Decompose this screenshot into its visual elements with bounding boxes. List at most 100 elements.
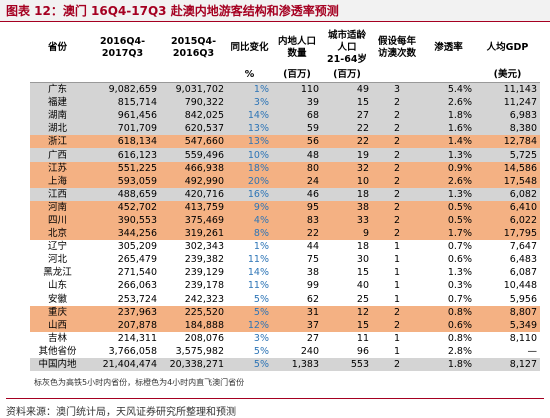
table-cell: 3 xyxy=(393,84,401,96)
table-cell: 2 xyxy=(393,162,401,174)
column-header: 内地人口 数量 xyxy=(277,36,316,59)
column-header: 同比变化 xyxy=(230,42,269,53)
table-row: 山东 266,063 239,178 11% 99 40 1 0.3% 10,448 xyxy=(30,279,540,292)
table-cell: 8,110 xyxy=(509,332,537,344)
table-cell: 山东 xyxy=(47,280,67,292)
table-cell: 8,127 xyxy=(509,359,537,371)
table-cell: 815,714 xyxy=(117,97,157,109)
column-unit xyxy=(422,68,475,83)
table-cell: 83 xyxy=(306,214,319,226)
table-cell: 安徽 xyxy=(47,293,67,305)
table-cell: 62 xyxy=(306,293,319,305)
table-cell: 5,349 xyxy=(509,319,537,331)
table-cell: 44 xyxy=(306,241,319,253)
table-cell: 390,553 xyxy=(117,214,157,226)
table-cell: 2.6% xyxy=(447,97,472,109)
table-cell: 5% xyxy=(253,345,269,357)
table-cell: 344,256 xyxy=(117,228,157,240)
table-cell: 1.3% xyxy=(447,188,472,200)
table-cell: 四川 xyxy=(47,214,67,226)
table-cell: 山西 xyxy=(47,319,67,331)
table-cell: 11 xyxy=(356,332,369,344)
table-cell: 266,063 xyxy=(117,280,157,292)
table-cell: 0.5% xyxy=(447,214,472,226)
table-cell: 253,724 xyxy=(117,293,157,305)
table-cell: 10 xyxy=(356,175,369,187)
table-cell: 240 xyxy=(300,345,319,357)
table-cell: 4% xyxy=(253,214,269,226)
table-cell: 9% xyxy=(253,201,269,213)
table-cell: 1 xyxy=(393,345,401,357)
table-row: 江西 488,659 420,716 16% 46 18 2 1.3% 6,082 xyxy=(30,187,540,201)
table-cell: 618,134 xyxy=(117,136,157,148)
table-cell: 北京 xyxy=(47,228,67,240)
table-row: 湖北 701,709 620,537 13% 59 22 2 1.6% 8,380 xyxy=(30,122,540,136)
table-cell: 22 xyxy=(356,123,369,135)
table-cell: 842,025 xyxy=(184,110,224,122)
table-cell: 广东 xyxy=(47,84,67,96)
table-cell: 21,404,474 xyxy=(102,359,157,371)
table-cell: 2.8% xyxy=(447,345,472,357)
table-cell: 12% xyxy=(247,319,269,331)
table-cell: 319,261 xyxy=(184,228,224,240)
column-unit: (百万) xyxy=(322,68,372,83)
table-cell: 239,129 xyxy=(184,267,224,279)
table-row: 黑龙江 271,540 239,129 14% 38 15 1 1.3% 6,087 xyxy=(30,266,540,279)
table-cell: 11% xyxy=(247,254,269,266)
table-cell: 浙江 xyxy=(47,136,67,148)
column-header: 城市适龄 人口 21-64岁 xyxy=(327,30,367,65)
table-row: 其他省份 3,766,058 3,575,982 5% 240 96 1 2.8% — xyxy=(30,345,540,358)
table-cell: 1 xyxy=(393,293,401,305)
table-cell: 1.4% xyxy=(447,136,472,148)
table-cell: 96 xyxy=(356,345,369,357)
table-cell: 3% xyxy=(253,97,269,109)
table-row: 上海 593,059 492,990 20% 24 10 2 2.6% 17,548 xyxy=(30,174,540,188)
table-cell: 488,659 xyxy=(117,188,157,200)
table-cell: 14% xyxy=(247,267,269,279)
table-cell: 593,059 xyxy=(117,175,157,187)
table-cell: 5% xyxy=(253,293,269,305)
table-cell: 15 xyxy=(356,267,369,279)
table-cell: 37 xyxy=(306,319,319,331)
table-row: 中国内地 21,404,474 20,338,271 5% 1,383 553 2 1.8% 8… xyxy=(30,357,540,372)
table-cell: — xyxy=(527,345,538,357)
table-row: 河南 452,702 413,759 9% 95 38 2 0.5% 6,410 xyxy=(30,200,540,214)
table-row: 辽宁 305,209 302,343 1% 44 18 1 0.7% 7,647 xyxy=(30,240,540,253)
table-row: 山西 207,878 184,888 12% 37 15 2 0.6% 5,349 xyxy=(30,318,540,332)
table-cell: 49 xyxy=(356,84,369,96)
table-cell: 1.3% xyxy=(447,149,472,161)
table-cell: 3,766,058 xyxy=(108,345,157,357)
table-cell: 17,795 xyxy=(503,228,537,240)
source: 资料来源：澳门统计局，天风证券研究所整理和预测 xyxy=(6,398,544,418)
table-cell: 8,807 xyxy=(509,306,537,318)
table-cell: 239,382 xyxy=(184,254,224,266)
table-cell: 湖南 xyxy=(47,110,67,122)
table-cell: 701,709 xyxy=(117,123,157,135)
table-cell: 420,716 xyxy=(184,188,224,200)
table-cell: 239,178 xyxy=(184,280,224,292)
table-cell: 466,938 xyxy=(184,162,224,174)
table-cell: 6,410 xyxy=(509,201,537,213)
table-cell: 790,322 xyxy=(184,97,224,109)
table-cell: 1 xyxy=(393,241,401,253)
footnote: 标灰色为高铁5小时内省份，标橙色为4小时内直飞澳门省份 xyxy=(34,378,245,387)
table-cell: 17,548 xyxy=(503,175,537,187)
table-cell: 1.3% xyxy=(447,267,472,279)
table-cell: 2 xyxy=(393,359,401,371)
table-cell: 2 xyxy=(393,306,401,318)
table-cell: 22 xyxy=(306,228,319,240)
table-cell: 20,338,271 xyxy=(169,359,224,371)
column-header: 人均GDP xyxy=(486,42,529,53)
table-cell: 2 xyxy=(393,123,401,135)
table-cell: 13% xyxy=(247,136,269,148)
table-cell: 214,311 xyxy=(117,332,157,344)
table-cell: 25 xyxy=(356,293,369,305)
column-header: 2015Q4- 2016Q3 xyxy=(170,36,217,59)
table-cell: 1.8% xyxy=(447,110,472,122)
table-cell: 33 xyxy=(356,214,369,226)
table-cell: 8% xyxy=(253,228,269,240)
table-cell: 河北 xyxy=(47,254,67,266)
table-cell: 24 xyxy=(306,175,319,187)
table-cell: 27 xyxy=(306,332,319,344)
table-cell: 20% xyxy=(247,175,269,187)
